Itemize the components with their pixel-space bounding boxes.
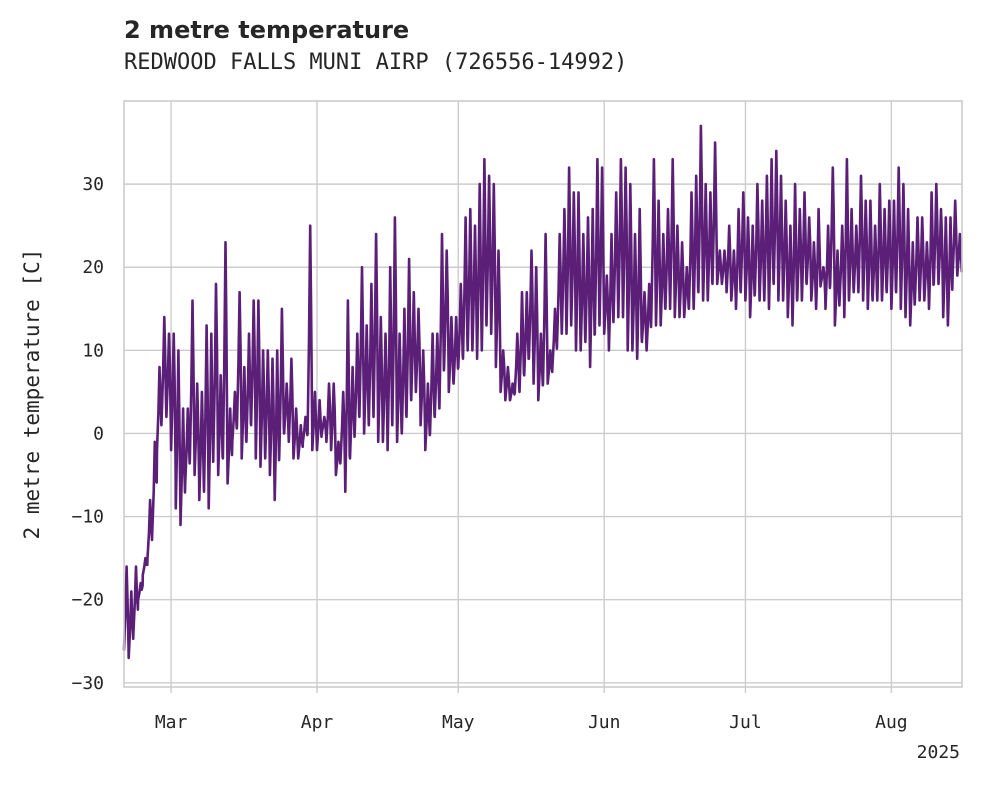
y-tick-label: −30 bbox=[71, 673, 104, 694]
chart-title: 2 metre temperature bbox=[124, 16, 410, 44]
x-tick-label: Mar bbox=[155, 712, 188, 733]
x-tick-label: Jun bbox=[588, 712, 621, 733]
x-tick-label: Apr bbox=[301, 712, 334, 733]
y-tick-label: 10 bbox=[82, 340, 104, 361]
x-tick-label: May bbox=[442, 712, 475, 733]
y-tick-label: 30 bbox=[82, 174, 104, 195]
x-tick-label: Jul bbox=[729, 712, 762, 733]
tick-layer: −30 −20 −10 0 10 20 30 Mar Apr May Jun Jul Aug bbox=[71, 174, 907, 733]
plot-frame bbox=[123, 100, 963, 688]
series-layer bbox=[122, 124, 964, 660]
y-axis-label: 2 metre temperature [C] bbox=[20, 249, 44, 540]
x-tick-label: Aug bbox=[875, 712, 908, 733]
y-tick-label: 0 bbox=[93, 423, 104, 444]
y-tick-label: 20 bbox=[82, 257, 104, 278]
temperature-series-line bbox=[122, 124, 964, 660]
chart-subtitle: REDWOOD FALLS MUNI AIRP (726556-14992) bbox=[124, 50, 628, 75]
x-offset-label: 2025 bbox=[917, 742, 960, 763]
y-tick-label: −10 bbox=[71, 507, 104, 528]
y-tick-label: −20 bbox=[71, 590, 104, 611]
